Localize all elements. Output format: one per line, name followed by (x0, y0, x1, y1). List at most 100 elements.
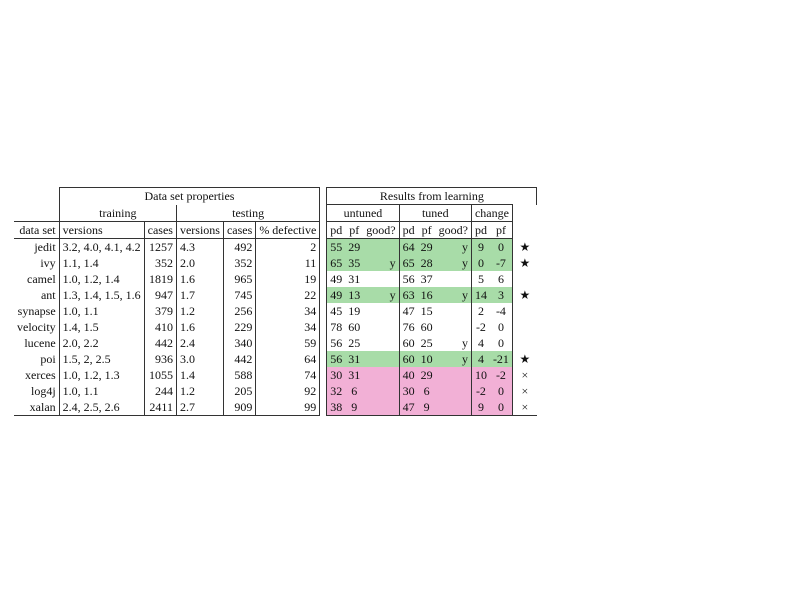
untuned-pf-cell: 31 (348, 272, 361, 286)
untuned-good-cell (363, 238, 400, 255)
tuned-pd-cell: 63 (399, 287, 418, 303)
defective-cell: 92 (255, 383, 321, 399)
tuned-pf-cell: 16 (417, 287, 436, 303)
results-table: Data set properties Results from learnin… (14, 187, 543, 416)
untuned-good-cell (363, 399, 400, 416)
dataset-cell: lucene (24, 336, 56, 350)
training-versions-cell: 3.2, 4.0, 4.1, 4.2 (58, 238, 145, 255)
outcome-mark (512, 319, 537, 335)
column-gap (320, 271, 327, 287)
tuned-good-cell (435, 303, 472, 319)
tuned-pd-cell: 30 (399, 383, 418, 399)
training-versions-cell: 1.3, 1.4, 1.5, 1.6 (58, 287, 145, 303)
tuned-pd-cell: 47 (399, 399, 418, 416)
untuned-pd-cell: 49 (326, 271, 346, 287)
tuned-pf-cell: 25 (420, 336, 433, 350)
untuned-good-cell (363, 383, 400, 399)
tuned-good-cell: y (435, 255, 472, 271)
data-set-column-header: data set (14, 221, 60, 239)
star-icon: ★ (519, 352, 531, 366)
change-pf-cell: 0 (489, 383, 513, 399)
training-cases-cell: 1055 (143, 367, 177, 383)
table-row: xalan 2.4, 2.5, 2.6 2411 2.7 909 99 38 9 47 9 9 0 × (14, 399, 543, 416)
untuned-pd-cell: 45 (326, 303, 346, 319)
testing-versions-cell: 1.7 (179, 288, 195, 302)
change-pd-cell: 2 (477, 304, 484, 318)
training-cases-cell: 379 (143, 303, 177, 319)
outcome-mark (512, 271, 537, 287)
testing-header: testing (176, 204, 321, 222)
change-pd-cell: -2 (475, 320, 486, 334)
untuned-pd-cell: 55 (326, 238, 346, 255)
defective-cell: 11 (255, 255, 321, 271)
table-row: velocity 1.4, 1.5 410 1.6 229 34 78 60 76 60 -2 0 (14, 319, 543, 335)
untuned-pf-cell: 19 (348, 304, 361, 318)
tuned-pd-cell: 56 (402, 272, 415, 286)
tuned-header: tuned (399, 204, 472, 222)
header-row-1: Data set properties Results from learnin… (14, 187, 543, 205)
star-icon: ★ (519, 256, 531, 270)
untuned-pf-cell: 35 (345, 255, 364, 271)
tuned-good-cell: y (435, 238, 472, 255)
testing-cases-cell: 442 (222, 351, 257, 367)
training-cases-cell: 244 (143, 383, 177, 399)
training-cases-cell: 352 (143, 255, 177, 271)
testing-cases-cell: 256 (222, 303, 257, 319)
defective-header: % defective (255, 221, 321, 239)
dataset-cell: velocity (17, 320, 56, 334)
testing-cases-cell: 588 (222, 367, 257, 383)
testing-versions-cell: 1.2 (179, 384, 195, 398)
defective-cell: 19 (255, 271, 321, 287)
column-gap (320, 335, 327, 351)
table-row: xerces 1.0, 1.2, 1.3 1055 1.4 588 74 30 31 40 29 1… (14, 367, 543, 383)
dataset-cell: jedit (34, 240, 56, 254)
training-versions-cell: 1.4, 1.5 (58, 319, 145, 335)
change-pd-cell: 4 (471, 351, 490, 367)
tuned-pd-cell: 60 (399, 351, 418, 367)
testing-cases-cell: 492 (222, 238, 257, 255)
untuned-good-cell (363, 335, 400, 351)
change-pf-cell: 6 (489, 271, 513, 287)
column-gap (320, 383, 327, 399)
results-from-learning-header: Results from learning (326, 187, 538, 205)
defective-cell: 59 (255, 335, 321, 351)
column-gap (320, 351, 327, 367)
untuned-pf-cell: 31 (345, 367, 364, 383)
untuned-good-cell (363, 319, 400, 335)
table-row: log4j 1.0, 1.1 244 1.2 205 92 32 6 30 6 -2 0 × (14, 383, 543, 399)
untuned-pd-header: pd (326, 221, 346, 239)
defective-cell: 64 (255, 351, 321, 367)
change-pd-cell: 4 (477, 336, 484, 350)
change-header: change (471, 204, 513, 222)
untuned-good-cell (363, 271, 400, 287)
training-versions-header: versions (58, 221, 145, 239)
change-pd-cell: 14 (471, 287, 490, 303)
training-cases-cell: 2411 (143, 399, 177, 416)
untuned-good-cell (363, 367, 400, 383)
table-row: lucene 2.0, 2.2 442 2.4 340 59 56 25 60 25 y 4 0 (14, 335, 543, 351)
table-row: camel 1.0, 1.2, 1.4 1819 1.6 965 19 49 31 56 37 5 6 (14, 271, 543, 287)
untuned-pf-header: pf (345, 221, 364, 239)
tuned-pf-cell: 9 (417, 399, 436, 416)
tuned-pd-cell: 40 (399, 367, 418, 383)
tuned-pd-cell: 47 (402, 304, 415, 318)
testing-versions-cell: 1.2 (179, 304, 195, 318)
untuned-pf-cell: 31 (345, 351, 364, 367)
training-cases-cell: 442 (143, 335, 177, 351)
testing-cases-cell: 745 (222, 287, 257, 303)
training-versions-cell: 1.1, 1.4 (58, 255, 145, 271)
star-icon: ★ (519, 288, 531, 302)
training-cases-cell: 947 (143, 287, 177, 303)
cross-icon: × (521, 368, 529, 382)
training-versions-cell: 1.5, 2, 2.5 (58, 351, 145, 367)
testing-versions-cell: 1.4 (179, 368, 195, 382)
tuned-pf-cell: 29 (417, 367, 436, 383)
column-gap (320, 255, 327, 271)
untuned-pf-cell: 9 (345, 399, 364, 416)
column-gap (320, 287, 327, 303)
change-pf-cell: -4 (489, 303, 513, 319)
star-icon: ★ (519, 239, 531, 254)
dataset-cell: ant (40, 288, 56, 302)
header-row-3: data set versions cases versions cases %… (14, 221, 543, 239)
column-gap (320, 303, 327, 319)
